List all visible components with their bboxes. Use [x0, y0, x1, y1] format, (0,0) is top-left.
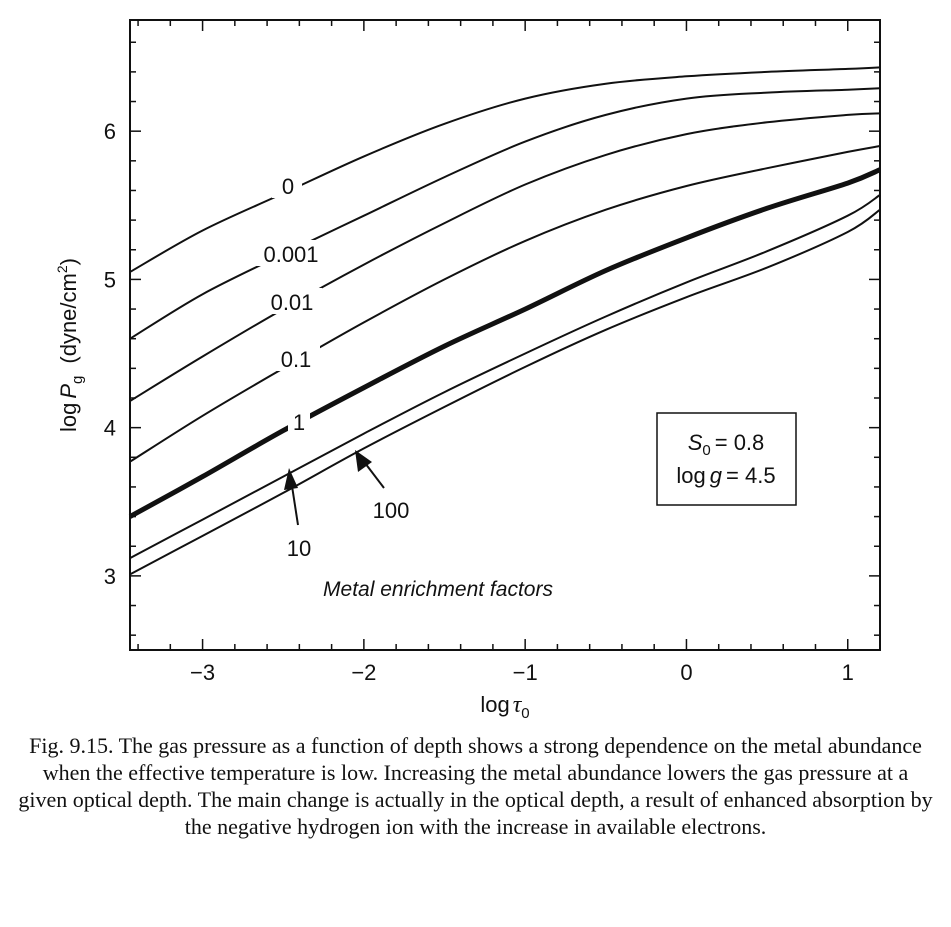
- curve-10: [129, 194, 881, 559]
- caption-figure-number: Fig. 9.15.: [29, 733, 114, 758]
- arrow-10-head: [284, 468, 298, 490]
- curve-label-100: 100: [373, 498, 410, 523]
- curve-100: [129, 208, 881, 576]
- curve-label-0: 0: [282, 174, 294, 199]
- arrow-100-head: [355, 450, 372, 472]
- metal-enrichment-note: Metal enrichment factors: [323, 578, 553, 601]
- curve-0-01: [129, 112, 881, 402]
- x-tick-label: 0: [680, 660, 692, 685]
- legend-s0-value: = 0.8: [715, 430, 765, 455]
- curve-1: [128, 167, 881, 519]
- y-axis-label-units-sup: 2: [54, 265, 70, 273]
- curve-label-0-01: 0.01: [271, 290, 314, 315]
- legend-box: S0 = 0.8 log g = 4.5: [656, 412, 797, 506]
- curve-label-1: 1: [293, 410, 305, 435]
- x-axis-label: log τ0: [480, 692, 529, 722]
- curve-label-0-001: 0.001: [263, 242, 318, 267]
- y-axis-label-prefix: log: [56, 403, 81, 432]
- legend-logg-value: = 4.5: [726, 463, 776, 488]
- y-axis-label-units-close: ): [56, 258, 81, 265]
- y-axis-label-units: (dyne/cm: [56, 273, 81, 363]
- x-axis-label-sub: 0: [521, 705, 529, 722]
- curves: [128, 66, 881, 576]
- x-axis-label-prefix: log: [480, 692, 509, 717]
- y-tick-label: 5: [104, 267, 116, 292]
- arrow-10-shaft: [291, 485, 299, 526]
- curve-0-1: [129, 145, 881, 463]
- x-tick-label: −3: [190, 660, 215, 685]
- legend-logg: log g = 4.5: [676, 463, 775, 488]
- x-axis-label-symbol: τ: [513, 692, 523, 718]
- x-tick-label: −2: [351, 660, 376, 685]
- legend-logg-prefix: log: [676, 463, 705, 488]
- legend-s0-symbol: S: [688, 430, 703, 455]
- y-tick-label: 4: [104, 416, 116, 441]
- plot-frame: [129, 19, 881, 651]
- x-tick-label: 1: [842, 660, 854, 685]
- annotation-arrows: [284, 450, 385, 526]
- y-axis-label: log Pg (dyne/cm2): [54, 258, 86, 432]
- curve-0-001: [129, 87, 881, 340]
- axis-ticks: −3 −2 −1 0 1 3 4 5 6: [104, 20, 881, 685]
- arrow-100-shaft: [364, 462, 385, 489]
- curve-0: [129, 66, 881, 273]
- legend-s0-sub: 0: [702, 442, 710, 459]
- gas-pressure-chart: −3 −2 −1 0 1 3 4 5 6 0 0.001 0.01 0.1 1 10 100 M…: [54, 19, 881, 722]
- y-axis-label-symbol: P: [56, 384, 81, 399]
- curve-label-0-1: 0.1: [281, 347, 312, 372]
- x-tick-label: −1: [513, 660, 538, 685]
- legend-s0: S0 = 0.8: [688, 430, 765, 459]
- caption-text: The gas pressure as a function of depth …: [18, 733, 933, 839]
- curve-label-10: 10: [287, 536, 311, 561]
- y-tick-label: 6: [104, 119, 116, 144]
- y-tick-label: 3: [104, 564, 116, 589]
- curve-labels: 0 0.001 0.01 0.1 1 10 100: [255, 172, 409, 561]
- legend-logg-symbol: g: [710, 463, 723, 488]
- figure-caption: Fig. 9.15. The gas pressure as a functio…: [18, 732, 933, 840]
- y-axis-label-sub: g: [69, 376, 86, 384]
